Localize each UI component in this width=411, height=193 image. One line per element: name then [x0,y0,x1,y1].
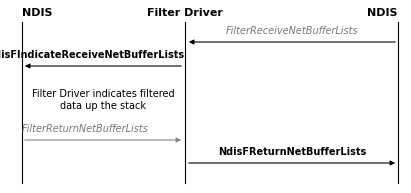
Text: Filter Driver indicates filtered
data up the stack: Filter Driver indicates filtered data up… [32,89,174,111]
Text: Filter Driver: Filter Driver [147,8,223,18]
Text: NdisFIndicateReceiveNetBufferLists: NdisFIndicateReceiveNetBufferLists [0,50,184,60]
Text: FilterReturnNetBufferLists: FilterReturnNetBufferLists [22,124,149,134]
Text: NDIS: NDIS [367,8,398,18]
Text: NDIS: NDIS [22,8,53,18]
Text: FilterReceiveNetBufferLists: FilterReceiveNetBufferLists [226,26,358,36]
Text: NdisFReturnNetBufferLists: NdisFReturnNetBufferLists [218,147,366,157]
